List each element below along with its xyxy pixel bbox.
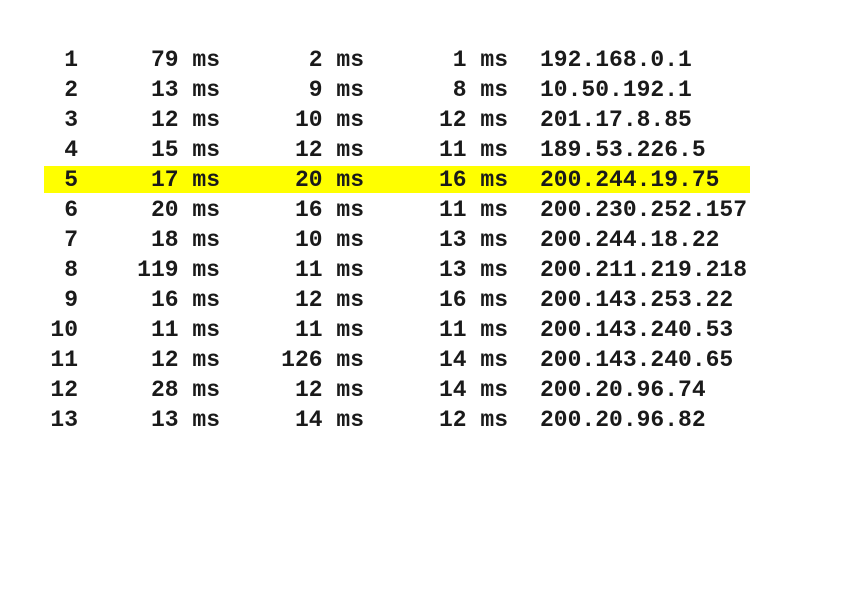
hop-row: 7 18 ms 10 ms 13 ms 200.244.18.22 xyxy=(44,225,824,255)
probe-1-time: 13 ms xyxy=(150,407,220,433)
probe-3-time: 12 ms xyxy=(438,407,508,433)
probe-1-time: 79 ms xyxy=(150,47,220,73)
probe-2-time: 20 ms xyxy=(294,167,364,193)
hop-row: 1 79 ms 2 ms 1 ms 192.168.0.1 xyxy=(44,45,824,75)
hop-row: 6 20 ms 16 ms 11 ms 200.230.252.157 xyxy=(44,195,824,225)
probe-1-time: 20 ms xyxy=(150,197,220,223)
traceroute-output: 1 79 ms 2 ms 1 ms 192.168.0.1 2 13 ms 9 … xyxy=(44,45,824,435)
probe-3-time: 13 ms xyxy=(438,227,508,253)
hop-number: 11 xyxy=(50,347,78,373)
hop-number: 6 xyxy=(64,197,78,223)
probe-1-time: 16 ms xyxy=(150,287,220,313)
probe-3-time: 11 ms xyxy=(438,197,508,223)
probe-2-time: 10 ms xyxy=(294,107,364,133)
hop-ip-address: 200.244.18.22 xyxy=(540,227,720,253)
hop-row: 3 12 ms 10 ms 12 ms 201.17.8.85 xyxy=(44,105,824,135)
hop-row: 4 15 ms 12 ms 11 ms 189.53.226.5 xyxy=(44,135,824,165)
hop-ip-address: 192.168.0.1 xyxy=(540,47,692,73)
hop-row: 12 28 ms 12 ms 14 ms 200.20.96.74 xyxy=(44,375,824,405)
hop-row: 10 11 ms 11 ms 11 ms 200.143.240.53 xyxy=(44,315,824,345)
probe-1-time: 15 ms xyxy=(150,137,220,163)
hop-ip-address: 200.20.96.82 xyxy=(540,407,706,433)
probe-3-time: 1 ms xyxy=(452,47,508,73)
probe-3-time: 16 ms xyxy=(438,287,508,313)
hop-number: 12 xyxy=(50,377,78,403)
hop-number: 9 xyxy=(64,287,78,313)
hop-ip-address: 200.230.252.157 xyxy=(540,197,748,223)
probe-2-time: 11 ms xyxy=(294,257,364,283)
hop-number: 10 xyxy=(50,317,78,343)
probe-2-time: 12 ms xyxy=(294,137,364,163)
highlight-bar xyxy=(44,166,750,193)
probe-2-time: 2 ms xyxy=(308,47,364,73)
probe-3-time: 16 ms xyxy=(438,167,508,193)
probe-2-time: 11 ms xyxy=(294,317,364,343)
probe-3-time: 14 ms xyxy=(438,347,508,373)
hop-row: 8 119 ms 11 ms 13 ms 200.211.219.218 xyxy=(44,255,824,285)
probe-1-time: 17 ms xyxy=(150,167,220,193)
hop-ip-address: 200.20.96.74 xyxy=(540,377,706,403)
probe-2-time: 126 ms xyxy=(281,347,364,373)
probe-1-time: 12 ms xyxy=(150,347,220,373)
hop-number: 3 xyxy=(64,107,78,133)
hop-ip-address: 200.143.240.53 xyxy=(540,317,734,343)
hop-ip-address: 200.211.219.218 xyxy=(540,257,748,283)
hop-ip-address: 201.17.8.85 xyxy=(540,107,692,133)
hop-number: 4 xyxy=(64,137,78,163)
probe-2-time: 12 ms xyxy=(294,287,364,313)
hop-row: 11 12 ms 126 ms 14 ms 200.143.240.65 xyxy=(44,345,824,375)
hop-row: 2 13 ms 9 ms 8 ms 10.50.192.1 xyxy=(44,75,824,105)
hop-ip-address: 200.143.240.65 xyxy=(540,347,734,373)
hop-ip-address: 200.143.253.22 xyxy=(540,287,734,313)
hop-ip-address: 189.53.226.5 xyxy=(540,137,706,163)
probe-2-time: 16 ms xyxy=(294,197,364,223)
probe-3-time: 8 ms xyxy=(452,77,508,103)
probe-1-time: 119 ms xyxy=(137,257,220,283)
probe-1-time: 12 ms xyxy=(150,107,220,133)
hop-row: 13 13 ms 14 ms 12 ms 200.20.96.82 xyxy=(44,405,824,435)
hop-number: 2 xyxy=(64,77,78,103)
probe-2-time: 14 ms xyxy=(294,407,364,433)
probe-1-time: 11 ms xyxy=(150,317,220,343)
hop-ip-address: 200.244.19.75 xyxy=(540,167,720,193)
hop-number: 7 xyxy=(64,227,78,253)
probe-3-time: 11 ms xyxy=(438,137,508,163)
probe-2-time: 10 ms xyxy=(294,227,364,253)
probe-2-time: 12 ms xyxy=(294,377,364,403)
hop-number: 8 xyxy=(64,257,78,283)
probe-3-time: 13 ms xyxy=(438,257,508,283)
probe-3-time: 12 ms xyxy=(438,107,508,133)
probe-1-time: 18 ms xyxy=(150,227,220,253)
hop-row: 9 16 ms 12 ms 16 ms 200.143.253.22 xyxy=(44,285,824,315)
probe-3-time: 14 ms xyxy=(438,377,508,403)
probe-2-time: 9 ms xyxy=(308,77,364,103)
probe-1-time: 28 ms xyxy=(150,377,220,403)
hop-number: 1 xyxy=(64,47,78,73)
probe-1-time: 13 ms xyxy=(150,77,220,103)
hop-ip-address: 10.50.192.1 xyxy=(540,77,692,103)
hop-row-highlighted: 5 17 ms 20 ms 16 ms 200.244.19.75 xyxy=(44,165,824,195)
hop-number: 13 xyxy=(50,407,78,433)
probe-3-time: 11 ms xyxy=(438,317,508,343)
hop-number: 5 xyxy=(64,167,78,193)
